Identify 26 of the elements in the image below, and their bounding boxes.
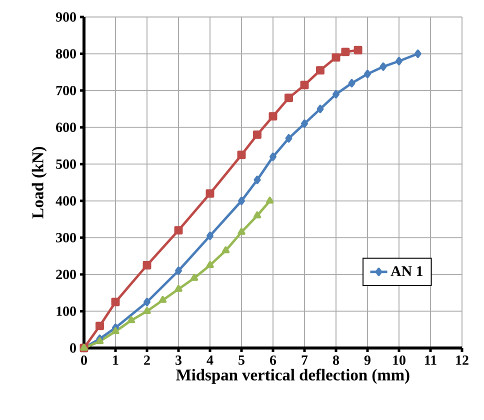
x-tick-label: 6 — [270, 356, 276, 365]
x-tick-label: 10 — [393, 356, 406, 365]
x-tick-label: 1 — [113, 355, 118, 365]
y-tick-label: 100 — [56, 306, 76, 316]
y-axis-title: Load (kN) — [32, 146, 47, 219]
x-axis-title: Midspan vertical deflection (mm) — [176, 368, 410, 384]
y-tick-label: 300 — [56, 232, 76, 242]
x-tick-label: 2 — [144, 356, 150, 365]
x-tick-label: 4 — [206, 355, 214, 365]
legend-label: AN 1 — [390, 266, 423, 276]
x-tick-label: 12 — [456, 356, 468, 365]
y-tick-label: 0 — [70, 343, 76, 353]
x-tick-label: 5 — [238, 355, 244, 365]
y-tick-label: 700 — [56, 86, 76, 96]
x-tick-label: 3 — [176, 356, 182, 365]
x-tick-label: 11 — [425, 355, 436, 365]
y-tick-label: 400 — [56, 196, 76, 206]
y-tick-label: 500 — [56, 159, 76, 169]
x-tick-label: 0 — [81, 356, 87, 365]
x-tick-label: 7 — [302, 355, 308, 365]
y-tick-label: 900 — [56, 12, 76, 22]
x-tick-label: 8 — [332, 356, 340, 365]
x-tick-label: 9 — [364, 356, 370, 365]
y-tick-label: 800 — [56, 49, 76, 58]
y-tick-label: 600 — [56, 122, 76, 132]
y-tick-label: 200 — [56, 270, 76, 280]
